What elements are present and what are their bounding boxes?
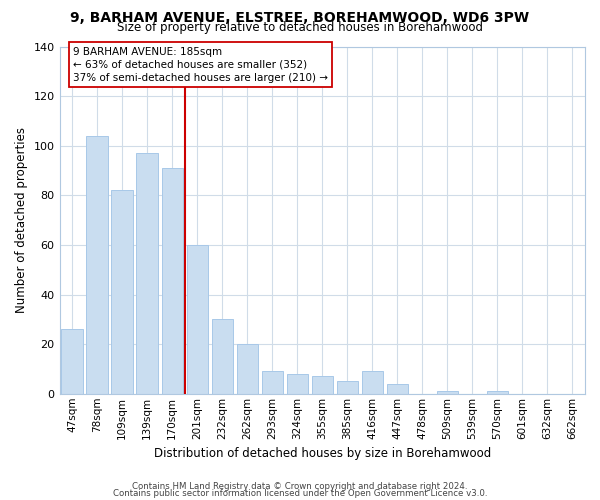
Bar (487, 392, 508, 394)
Bar (287, 374, 308, 394)
Text: Contains HM Land Registry data © Crown copyright and database right 2024.: Contains HM Land Registry data © Crown c… (132, 482, 468, 491)
Bar (387, 384, 408, 394)
Bar (161, 168, 183, 394)
X-axis label: Distribution of detached houses by size in Borehamwood: Distribution of detached houses by size … (154, 447, 491, 460)
Bar (337, 382, 358, 394)
Text: 9, BARHAM AVENUE, ELSTREE, BOREHAMWOOD, WD6 3PW: 9, BARHAM AVENUE, ELSTREE, BOREHAMWOOD, … (70, 11, 530, 25)
Bar (136, 153, 158, 394)
Bar (262, 372, 283, 394)
Text: 9 BARHAM AVENUE: 185sqm
← 63% of detached houses are smaller (352)
37% of semi-d: 9 BARHAM AVENUE: 185sqm ← 63% of detache… (73, 46, 328, 83)
Bar (437, 392, 458, 394)
Bar (187, 245, 208, 394)
Bar (86, 136, 108, 394)
Bar (236, 344, 258, 394)
Bar (112, 190, 133, 394)
Text: Contains public sector information licensed under the Open Government Licence v3: Contains public sector information licen… (113, 489, 487, 498)
Bar (61, 330, 83, 394)
Bar (311, 376, 333, 394)
Bar (362, 372, 383, 394)
Text: Size of property relative to detached houses in Borehamwood: Size of property relative to detached ho… (117, 22, 483, 35)
Bar (212, 320, 233, 394)
Y-axis label: Number of detached properties: Number of detached properties (15, 127, 28, 313)
